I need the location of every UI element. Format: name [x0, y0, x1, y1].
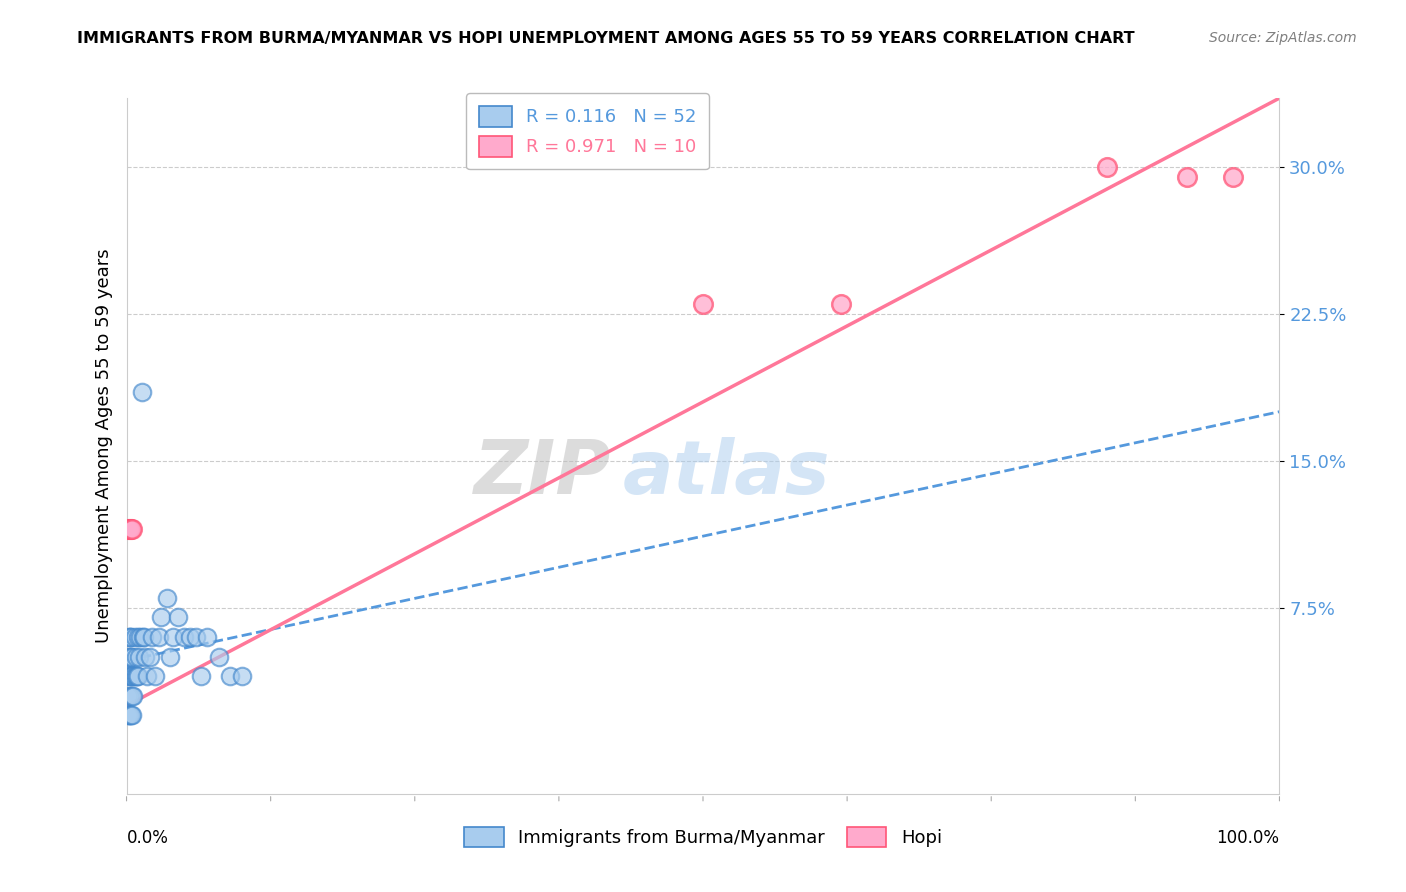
Point — [131, 385, 153, 400]
Point — [117, 649, 139, 664]
Point — [129, 630, 152, 644]
Point — [1175, 169, 1198, 184]
Point — [121, 649, 143, 664]
Point — [184, 630, 207, 644]
Point — [145, 669, 166, 683]
Point — [118, 522, 141, 536]
Point — [190, 669, 212, 683]
Text: IMMIGRANTS FROM BURMA/MYANMAR VS HOPI UNEMPLOYMENT AMONG AGES 55 TO 59 YEARS COR: IMMIGRANTS FROM BURMA/MYANMAR VS HOPI UN… — [77, 31, 1135, 46]
Point — [138, 649, 160, 664]
Point — [830, 297, 852, 311]
Point — [117, 522, 139, 536]
Point — [120, 669, 142, 683]
Point — [118, 708, 141, 723]
Point — [127, 669, 149, 683]
Y-axis label: Unemployment Among Ages 55 to 59 years: Unemployment Among Ages 55 to 59 years — [94, 249, 112, 643]
Point — [156, 591, 179, 605]
Point — [120, 708, 142, 723]
Point — [118, 689, 141, 703]
Point — [136, 669, 159, 683]
Point — [159, 649, 181, 664]
Point — [125, 669, 148, 683]
Point — [120, 630, 142, 644]
Legend: Immigrants from Burma/Myanmar, Hopi: Immigrants from Burma/Myanmar, Hopi — [457, 820, 949, 855]
Point — [124, 669, 146, 683]
Point — [150, 610, 173, 624]
Point — [162, 630, 184, 644]
Point — [195, 630, 218, 644]
Point — [118, 630, 141, 644]
Point — [117, 689, 139, 703]
Point — [120, 522, 142, 536]
Text: 0.0%: 0.0% — [127, 830, 169, 847]
Point — [128, 649, 150, 664]
Point — [122, 689, 145, 703]
Point — [118, 669, 141, 683]
Point — [120, 649, 142, 664]
Point — [117, 708, 139, 723]
Point — [134, 649, 156, 664]
Text: ZIP: ZIP — [474, 437, 610, 510]
Point — [121, 522, 143, 536]
Point — [179, 630, 201, 644]
Point — [173, 630, 195, 644]
Point — [131, 630, 153, 644]
Point — [122, 669, 145, 683]
Point — [125, 649, 148, 664]
Point — [124, 630, 146, 644]
Point — [118, 669, 141, 683]
Point — [1222, 169, 1244, 184]
Text: 100.0%: 100.0% — [1216, 830, 1279, 847]
Text: atlas: atlas — [623, 437, 830, 510]
Point — [118, 708, 141, 723]
Point — [121, 689, 143, 703]
Point — [141, 630, 163, 644]
Point — [118, 630, 141, 644]
Point — [121, 708, 143, 723]
Point — [208, 649, 231, 664]
Point — [231, 669, 253, 683]
Point — [167, 610, 190, 624]
Point — [148, 630, 170, 644]
Point — [132, 630, 155, 644]
Point — [127, 630, 149, 644]
Point — [125, 669, 148, 683]
Point — [121, 669, 143, 683]
Text: Source: ZipAtlas.com: Source: ZipAtlas.com — [1209, 31, 1357, 45]
Point — [219, 669, 242, 683]
Point — [1095, 160, 1118, 174]
Point — [118, 649, 141, 664]
Point — [692, 297, 714, 311]
Point — [118, 522, 141, 536]
